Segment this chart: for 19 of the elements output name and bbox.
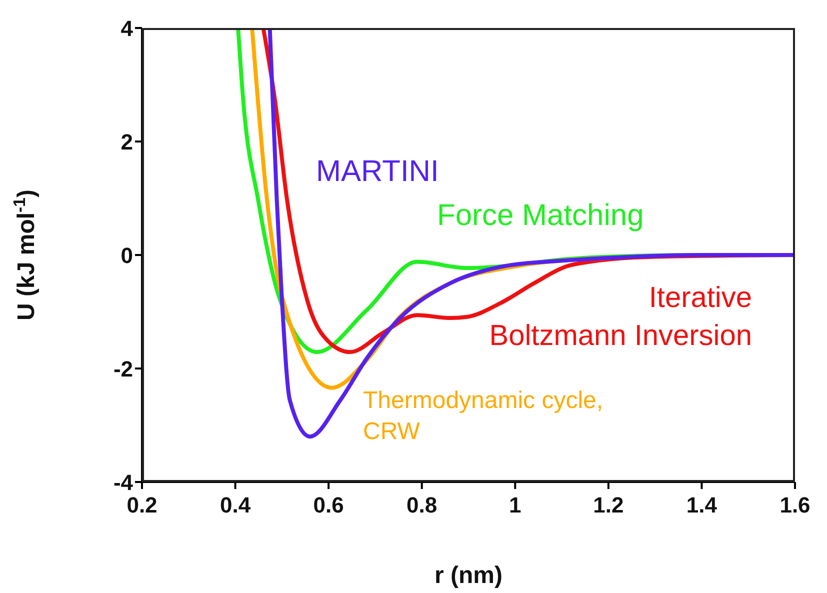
y-tick-label: 2 [120,129,133,154]
line-series [268,28,795,439]
y-tick-label: -4 [113,470,134,495]
series-label: Thermodynamic cycle, CRW [363,386,604,448]
x-tick-label: 1.6 [780,492,810,518]
series-label: Iterative Boltzmann Inversion [488,281,752,354]
y-tick-label: -2 [113,356,133,382]
x-tick-label: 0.6 [313,492,344,518]
x-axis-title: r (nm) [434,562,502,589]
x-tick-label: 1.2 [593,492,624,518]
x-tick-label: 1.4 [686,492,718,518]
x-tick-label: 0.2 [126,492,158,518]
series-label: MARTINI [316,154,440,190]
y-tick-label: 4 [120,16,134,41]
x-tick-label: 1 [509,492,522,518]
y-tick-label: 0 [120,242,133,268]
x-tick-label: 0.8 [406,492,438,518]
x-tick-label: 0.4 [220,492,252,518]
series-label: Force Matching [437,198,645,234]
